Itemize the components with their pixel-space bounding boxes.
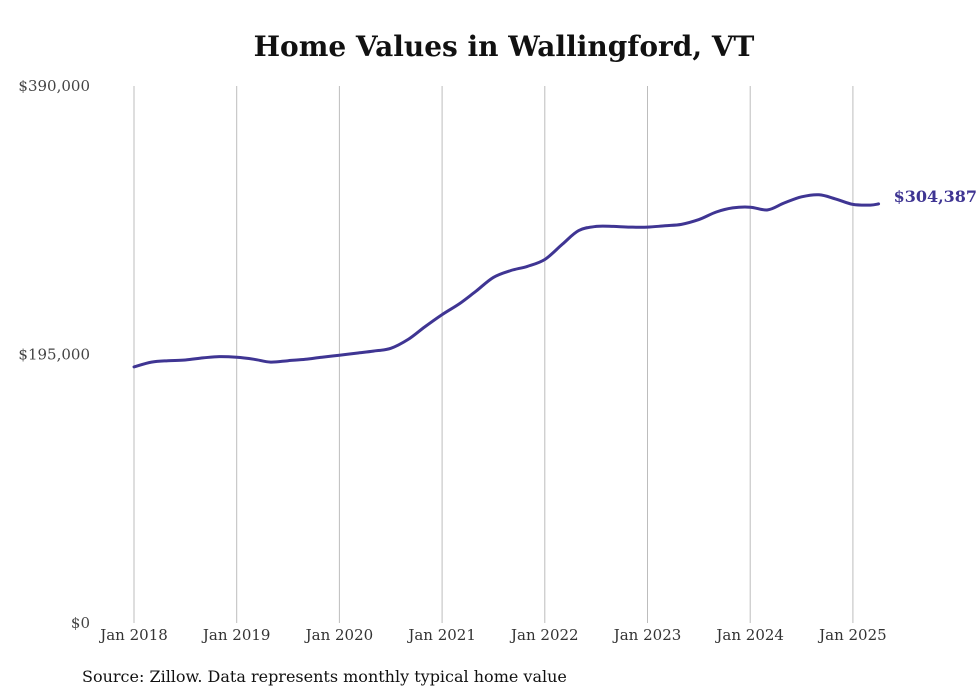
x-tick-label: Jan 2020 [304, 626, 374, 644]
y-tick-label: $195,000 [18, 346, 90, 364]
chart-title: Home Values in Wallingford, VT [253, 30, 755, 63]
series: $304,387 [132, 187, 978, 369]
x-tick-label: Jan 2021 [406, 626, 476, 644]
y-tick-label: $390,000 [18, 77, 90, 95]
x-tick-label: Jan 2019 [201, 626, 271, 644]
x-tick-label: Jan 2025 [817, 626, 887, 644]
gridlines [133, 86, 854, 623]
x-tick-label: Jan 2023 [612, 626, 682, 644]
y-tick-label: $0 [71, 614, 90, 632]
x-tick-label: Jan 2018 [98, 626, 168, 644]
y-axis-ticks: $390,000 $195,000 $0 [18, 77, 90, 632]
x-tick-label: Jan 2024 [714, 626, 784, 644]
x-tick-label: Jan 2022 [509, 626, 579, 644]
end-value-label: $304,387 [894, 187, 978, 206]
x-axis-ticks: Jan 2018 Jan 2019 Jan 2020 Jan 2021 Jan 2022… [98, 626, 886, 644]
series-line [132, 193, 881, 369]
source-note: Source: Zillow. Data represents monthly … [82, 667, 567, 686]
